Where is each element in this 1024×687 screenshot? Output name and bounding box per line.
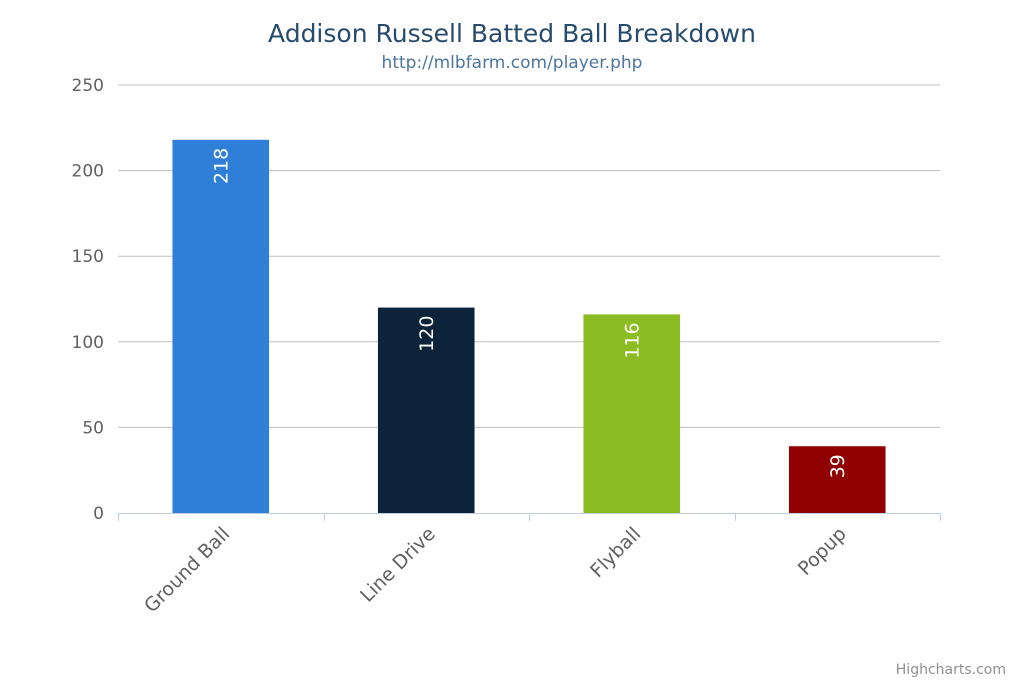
x-tick-label: Ground Ball: [140, 523, 234, 617]
data-label: 218: [211, 148, 233, 184]
y-tick-label: 0: [93, 504, 104, 524]
data-label: 39: [827, 454, 849, 478]
chart-title: Addison Russell Batted Ball Breakdown: [268, 19, 756, 48]
bar-flyball[interactable]: [583, 314, 681, 513]
data-label: 120: [416, 316, 438, 352]
chart-subtitle: http://mlbfarm.com/player.php: [382, 53, 643, 73]
y-tick-label: 150: [72, 247, 104, 267]
bar-popup[interactable]: [788, 446, 886, 513]
x-tick-label: Flyball: [586, 523, 645, 582]
bars: [172, 139, 886, 513]
data-labels: 218 120 116 39: [211, 148, 850, 479]
y-axis-ticks: 0 50 100 150 200 250: [72, 76, 104, 524]
bar-ground-ball[interactable]: [172, 139, 270, 513]
y-tick-label: 250: [72, 76, 104, 96]
x-tick-label: Popup: [794, 523, 851, 580]
y-tick-label: 200: [72, 162, 104, 182]
credits-link[interactable]: Highcharts.com: [896, 662, 1006, 678]
data-label: 116: [622, 322, 644, 358]
y-tick-label: 100: [72, 333, 104, 353]
y-tick-label: 50: [82, 418, 104, 438]
x-tick-label: Line Drive: [356, 523, 440, 607]
bar-line-drive[interactable]: [377, 307, 475, 513]
x-axis: [118, 513, 941, 521]
x-axis-ticks: Ground Ball Line Drive Flyball Popup: [140, 523, 851, 617]
